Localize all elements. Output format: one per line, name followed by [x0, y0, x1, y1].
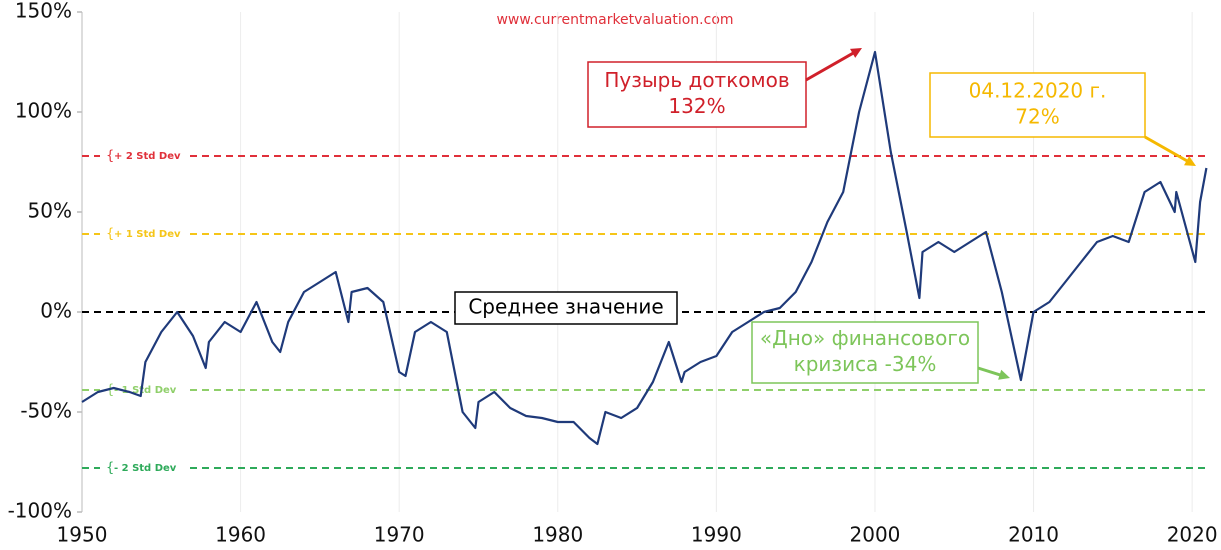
- annotation-text: 132%: [668, 94, 725, 118]
- annotation-text: Среднее значение: [468, 295, 663, 319]
- reference-label: + 1 Std Dev: [114, 229, 181, 240]
- reference-bracket: {: [106, 149, 114, 164]
- annotation-text: кризиса -34%: [794, 352, 937, 376]
- x-tick-label: 1990: [691, 523, 742, 547]
- annotation-arrowhead: [850, 48, 862, 58]
- reference-bracket: {: [106, 227, 114, 242]
- x-tick-label: 2010: [1008, 523, 1059, 547]
- reference-bracket: {: [106, 461, 114, 476]
- annotation-arrowhead: [1184, 156, 1196, 166]
- annotation-box: [587, 61, 807, 128]
- annotation-arrow: [805, 51, 855, 82]
- annotation-arrow: [1144, 135, 1189, 163]
- annotation-box: [454, 291, 678, 325]
- reference-label: - 2 Std Dev: [114, 463, 177, 474]
- x-tick-label: 1950: [57, 523, 108, 547]
- source-watermark: www.currentmarketvaluation.com: [496, 12, 733, 28]
- y-tick-label: 50%: [28, 199, 72, 223]
- reference-label-bg: [100, 148, 190, 164]
- annotation-arrow: [977, 366, 1002, 377]
- reference-label: - 1 Std Dev: [114, 385, 177, 396]
- x-tick-label: 1970: [374, 523, 425, 547]
- annotation-arrowhead: [998, 369, 1010, 380]
- y-tick-label: 0%: [40, 299, 72, 323]
- x-tick-label: 1960: [215, 523, 266, 547]
- reference-label: + 2 Std Dev: [114, 151, 181, 162]
- annotation-text: 72%: [1015, 105, 1059, 129]
- annotation-box: [751, 321, 979, 384]
- y-tick-label: 100%: [15, 99, 72, 123]
- annotation-text: «Дно» финансового: [760, 326, 970, 350]
- y-tick-label: -100%: [8, 499, 72, 523]
- x-tick-label: 2000: [850, 523, 901, 547]
- series-line: [81, 50, 1208, 446]
- reference-label-bg: [100, 226, 190, 242]
- reference-label-bg: [100, 382, 190, 398]
- reference-label-bg: [100, 460, 190, 476]
- annotation-box: [929, 72, 1146, 138]
- x-tick-label: 2020: [1167, 523, 1218, 547]
- annotation-text: 04.12.2020 г.: [969, 79, 1107, 103]
- x-tick-label: 1980: [532, 523, 583, 547]
- y-tick-label: -50%: [20, 399, 72, 423]
- annotation-text: Пузырь доткомов: [604, 68, 789, 92]
- y-tick-label: 150%: [15, 0, 72, 23]
